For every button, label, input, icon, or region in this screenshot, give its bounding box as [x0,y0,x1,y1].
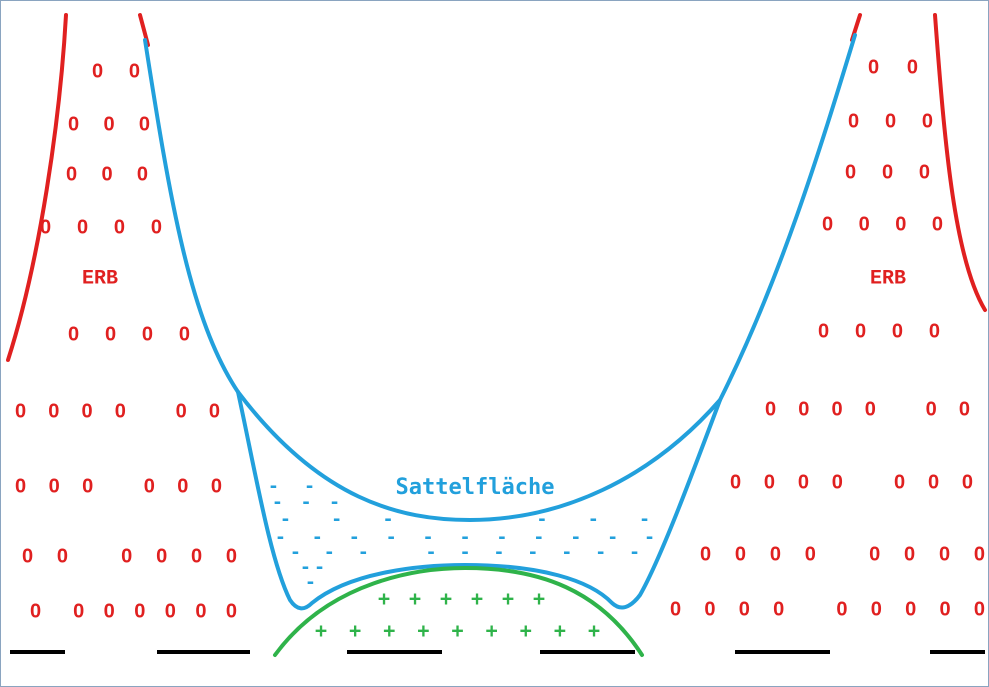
zero-row: 0 0 0 0 0 0 0 [730,471,973,493]
zero-row: 0 0 [868,56,918,78]
erb-label: ERB [82,267,118,290]
plus-row: + + + + + + [378,587,545,611]
zero-row: 0 0 [92,60,140,82]
diagram: ERB ERB Sattelfläche 0 00 0 00 0 00 0 0 … [0,0,989,687]
zero-row: 0 0 0 0 0 0 0 [30,600,237,622]
minus-row: - [305,572,316,593]
saddle-label: Sattelfläche [396,475,555,500]
erb-label: ERB [870,267,906,290]
zero-row: 0 0 0 0 0 0 0 0 [700,543,985,565]
minus-row: - - - - - - - - - - [290,542,640,563]
plus-row: + + + + + + + + + [315,619,600,643]
